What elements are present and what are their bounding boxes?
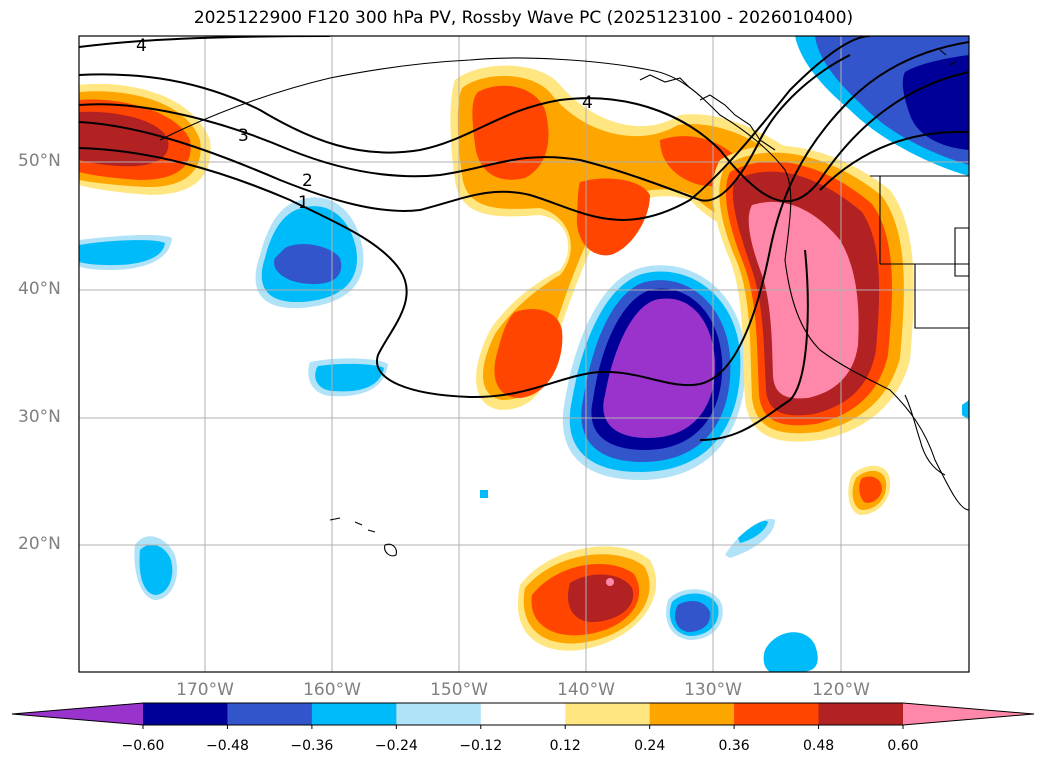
contour-label-4-east: 4 — [582, 93, 593, 113]
contour-lines — [79, 36, 969, 441]
colorbar-segment — [480, 703, 566, 725]
coastlines — [159, 49, 969, 557]
anomaly-northeast-negative — [795, 36, 969, 176]
colorbar-extend-low — [12, 703, 143, 725]
map-title: 2025122900 F120 300 hPa PV, Rossby Wave … — [193, 8, 854, 28]
pv-field — [79, 36, 969, 672]
colorbar-tick-label: −0.36 — [290, 738, 334, 754]
colorbar-tick-label: −0.48 — [205, 738, 249, 754]
lat-label-50n: 50°N — [18, 151, 61, 171]
colorbar-segment — [396, 703, 482, 725]
colorbar — [11, 702, 1035, 729]
colorbar-segment — [734, 703, 820, 725]
contour-label-1: 1 — [298, 193, 309, 213]
contour-labels: 4 3 2 1 4 — [136, 36, 593, 213]
lon-label-150w: 150°W — [430, 680, 488, 700]
colorbar-tick-label: 0.60 — [887, 738, 919, 754]
lon-label-140w: 140°W — [557, 680, 615, 700]
colorbar-tick-label: −0.24 — [374, 738, 418, 754]
anomaly-northwest-positive — [79, 83, 211, 195]
contour-label-3: 3 — [238, 126, 249, 146]
colorbar-segment — [311, 703, 397, 725]
contour-label-2: 2 — [302, 171, 313, 191]
colorbar-tick-label: −0.12 — [459, 738, 503, 754]
anomaly-ridge-positive — [712, 145, 914, 442]
contour-label-4-west: 4 — [136, 36, 147, 56]
colorbar-tick-label: 0.12 — [549, 738, 581, 754]
lat-label-20n: 20°N — [18, 534, 61, 554]
anomaly-trough-negative — [562, 265, 746, 480]
colorbar-segment — [649, 703, 735, 725]
colorbar-segment — [227, 703, 313, 725]
lon-label-160w: 160°W — [303, 680, 361, 700]
colorbar-tick-label: 0.36 — [718, 738, 750, 754]
map-gridlines — [79, 36, 969, 672]
colorbar-segment — [565, 703, 651, 725]
lon-label-130w: 130°W — [684, 680, 742, 700]
anomaly-south-positive — [517, 546, 657, 651]
anomaly-central-negative — [255, 197, 364, 309]
lon-label-120w: 120°W — [812, 680, 870, 700]
lon-label-170w: 170°W — [176, 680, 234, 700]
colorbar-tick-label: 0.24 — [634, 738, 666, 754]
lat-label-40n: 40°N — [18, 279, 61, 299]
colorbar-segment — [143, 703, 228, 725]
lat-label-30n: 30°N — [18, 407, 61, 427]
colorbar-segment — [818, 703, 904, 725]
colorbar-tick-label: 0.48 — [802, 738, 835, 754]
colorbar-tick-label: −0.60 — [121, 738, 165, 754]
map-frame — [78, 35, 970, 673]
anomaly-south-negatives — [134, 400, 969, 672]
colorbar-extend-high — [903, 703, 1034, 725]
